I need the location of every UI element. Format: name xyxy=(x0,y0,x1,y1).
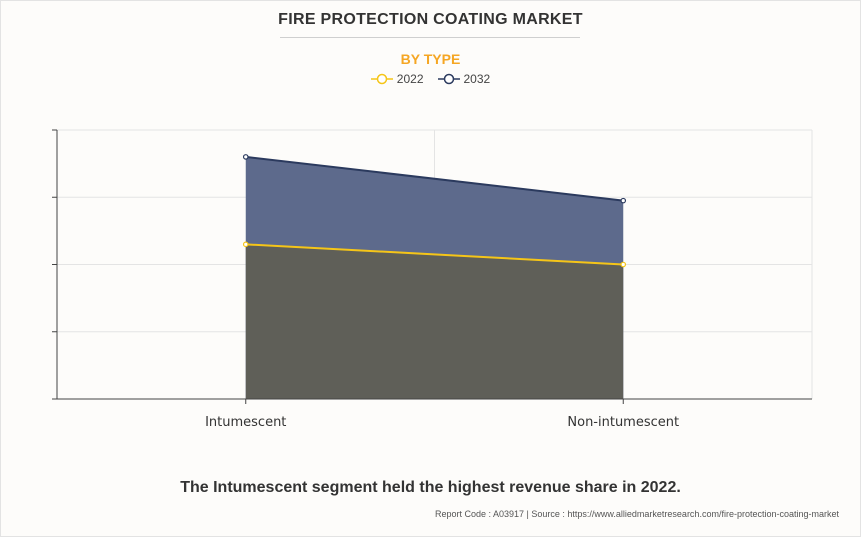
data-point-2032-intumescent xyxy=(242,154,249,160)
chart-legend: 2022 2032 xyxy=(0,72,861,86)
x-tick-label-intumescent: Intumescent xyxy=(205,415,286,430)
series-line-2022 xyxy=(245,243,624,266)
data-point-2032-non-intumescent xyxy=(620,197,627,204)
chart-subtitle: BY TYPE xyxy=(400,51,461,67)
legend-item-2022[interactable]: 2022 xyxy=(370,72,424,86)
source-line: Report Code : A03917 | Source : https://… xyxy=(434,509,839,519)
legend-label-2022: 2022 xyxy=(396,72,424,86)
chart-title: FIRE PROTECTION COATING MARKET xyxy=(278,11,583,28)
legend-marker-2022-icon xyxy=(370,73,393,85)
data-point-2022-non-intumescent xyxy=(620,261,627,268)
data-point-2022-intumescent xyxy=(242,241,249,248)
x-tick-label-non-intumescent: Non-intumescent xyxy=(567,415,679,430)
legend-label-2032: 2032 xyxy=(463,72,491,86)
legend-item-2032[interactable]: 2032 xyxy=(437,72,491,86)
series-line-2032 xyxy=(245,155,624,202)
legend-marker-2032-icon xyxy=(437,73,460,85)
chart-footnote: The Intumescent segment held the highest… xyxy=(180,479,681,496)
area-fill-2022 xyxy=(245,244,624,399)
title-divider xyxy=(280,37,580,38)
